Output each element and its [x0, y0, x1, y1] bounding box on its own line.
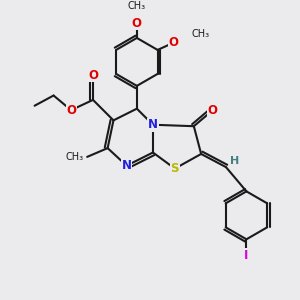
Text: O: O [88, 69, 98, 82]
Text: I: I [244, 249, 249, 262]
Text: S: S [171, 162, 179, 175]
Text: N: N [122, 159, 132, 172]
Text: O: O [169, 36, 179, 49]
Text: N: N [148, 118, 158, 131]
Text: CH₃: CH₃ [128, 2, 146, 11]
Text: H: H [230, 156, 239, 166]
Text: CH₃: CH₃ [65, 152, 84, 162]
Text: CH₃: CH₃ [192, 29, 210, 39]
Text: O: O [132, 17, 142, 30]
Text: O: O [208, 103, 218, 117]
Text: O: O [66, 103, 76, 117]
